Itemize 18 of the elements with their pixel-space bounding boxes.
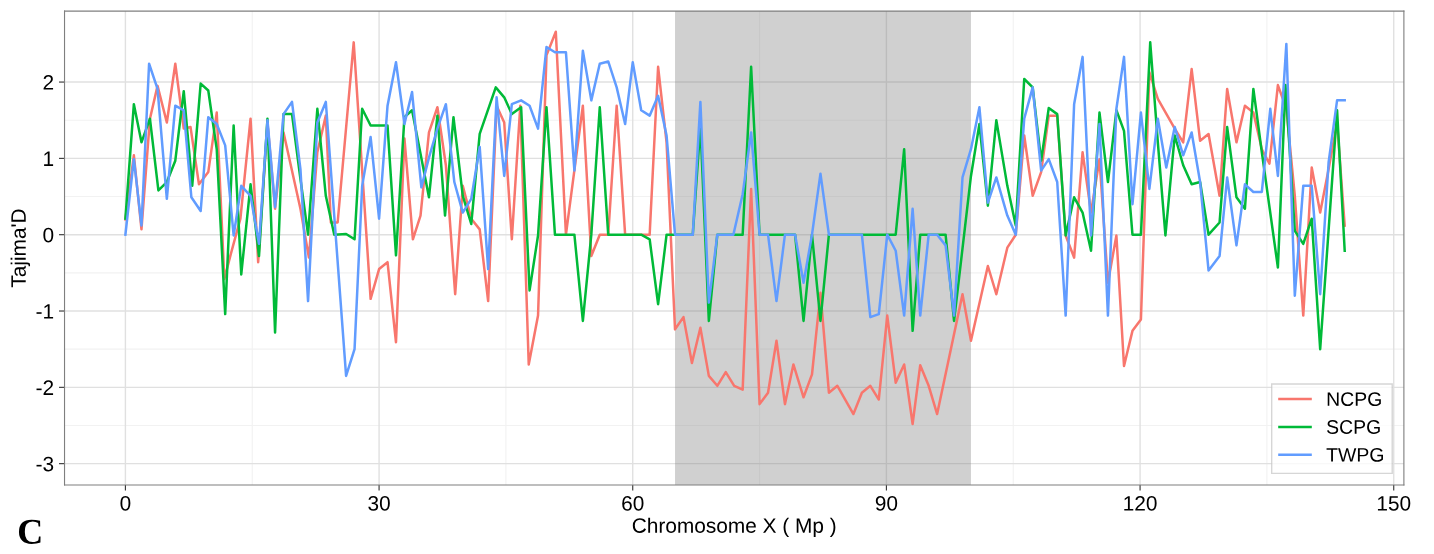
x-tick-label: 30: [368, 495, 390, 511]
y-tick-label: -2: [36, 380, 54, 395]
legend-label: NCPG: [1327, 392, 1381, 407]
legend-label: TWPG: [1326, 447, 1383, 462]
text: C: [18, 519, 41, 544]
x-tick-label: 120: [1124, 495, 1157, 511]
y-tick-label: -3: [36, 456, 54, 472]
y-tick-label: -1: [36, 304, 54, 319]
y-tick-label: 0: [43, 227, 54, 243]
legend-label: SCPG: [1327, 420, 1380, 434]
y-axis-title: Tajima'D: [10, 209, 31, 288]
x-axis-title: Chromosome X ( Mp ): [632, 517, 836, 538]
x-tick-label: 90: [875, 495, 898, 511]
y-tick-label: 2: [43, 75, 54, 90]
x-tick-label: 60: [622, 495, 644, 511]
x-tick-label: 0: [120, 495, 131, 511]
y-tick-label: 1: [44, 151, 54, 166]
x-tick-label: 150: [1377, 495, 1411, 511]
